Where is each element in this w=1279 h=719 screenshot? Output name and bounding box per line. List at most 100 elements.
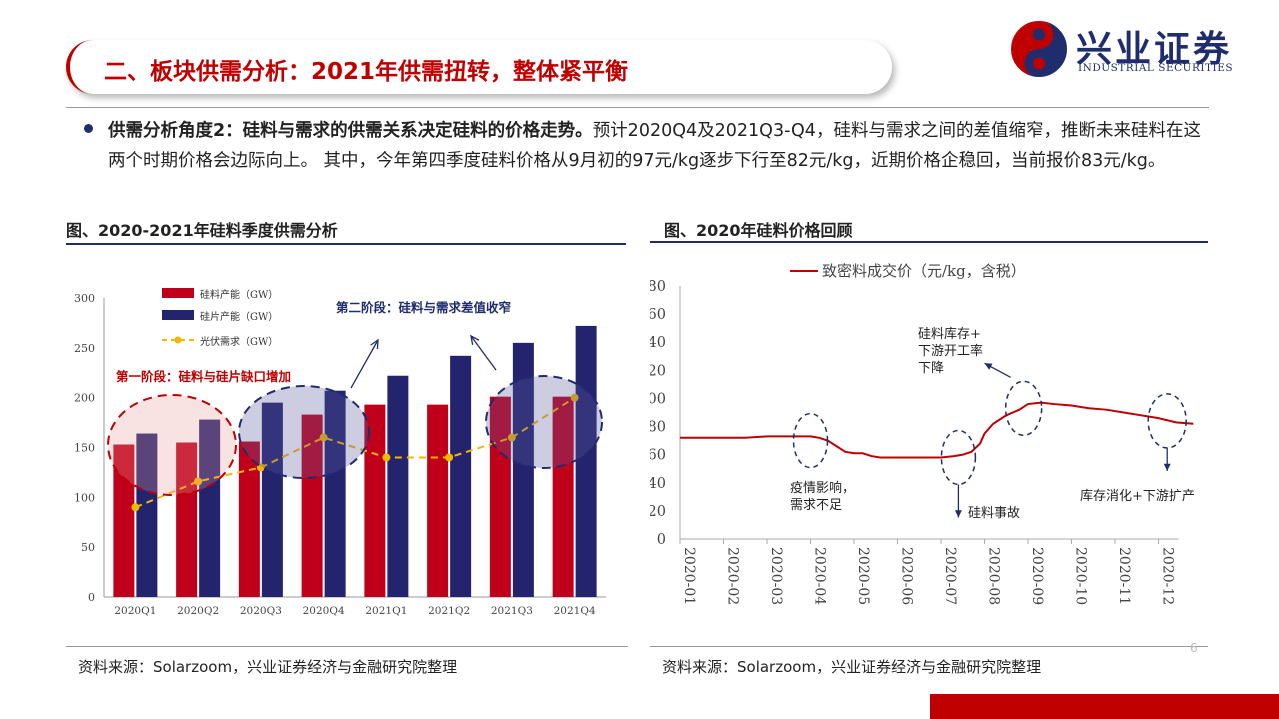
bar-polysilicon [113, 444, 135, 597]
y-tick-label: 100 [650, 391, 666, 407]
x-tick-label: 2020Q3 [240, 605, 282, 617]
y-tick-label: 160 [650, 307, 666, 323]
demand-point [507, 433, 516, 442]
bar-wafer [136, 433, 158, 597]
demand-point [570, 393, 579, 402]
bar-wafer [450, 355, 472, 597]
accident-highlight [940, 429, 977, 486]
x-tick-label: 2020Q1 [114, 605, 156, 617]
page-number: 6 [1190, 641, 1198, 655]
accident-arrow-head [954, 510, 962, 518]
footer-red-strip [930, 694, 1279, 719]
summary-body: 预计2020Q4及2021Q3-Q4，硅料与需求之间的差值缩窄，推断未来硅料在这… [108, 121, 1201, 171]
x-tick-label: 2021Q3 [491, 605, 533, 617]
price-chart: 0 20 40 60 80 100 120 140 160 180 2020-01 2020-02 20… [638, 250, 1215, 642]
inventory-highlight [1004, 380, 1043, 437]
y-tick-label: 20 [650, 504, 666, 520]
bar-polysilicon [364, 404, 386, 597]
stage-one-annotation: 第一阶段：硅料与硅片缺口增加 [116, 369, 291, 384]
accident-annotation: 硅料事故 [968, 506, 1020, 521]
summary-lead: 供需分析角度2：硅料与需求的供需关系决定硅料的价格走势。 [108, 121, 593, 141]
company-logo: 兴业证券 INDUSTRIAL SECURITIES [1008, 18, 1268, 80]
x-tick-label: 2021Q4 [554, 605, 596, 617]
x-tick-label: 2021Q1 [365, 605, 407, 617]
y-tick-label: 150 [74, 442, 95, 455]
right-title-underline [650, 241, 1208, 243]
supply-demand-svg: 0 50 100 150 200 250 300 2020Q1 2020Q2 2020Q3 2020… [74, 288, 606, 617]
right-source-divider [650, 646, 1208, 647]
bar-wafer [575, 325, 597, 597]
left-title-underline [66, 243, 626, 245]
y-tick-label: 50 [81, 541, 95, 554]
x-tick-label: 2020-10 [1073, 547, 1089, 605]
y-tick-label: 300 [74, 292, 95, 305]
x-tick-label: 2020Q4 [303, 605, 345, 617]
y-tick-label: 200 [74, 392, 95, 405]
inventory-annotation: 硅料库存+ [918, 326, 981, 342]
x-tick-label: 2021Q2 [428, 605, 470, 617]
x-tick-label: 2020-05 [855, 547, 871, 605]
x-tick-label: 2020-06 [899, 547, 915, 605]
right-chart-title: 图、2020年硅料价格回顾 [664, 221, 853, 240]
price-line [680, 401, 1194, 459]
legend-label: 光伏需求（GW） [200, 335, 278, 348]
x-tick-label: 2020-03 [768, 547, 784, 605]
inventory-arrow-head [984, 363, 993, 370]
bar-polysilicon [176, 442, 198, 597]
demand-line [134, 396, 576, 509]
x-tick-label: 2020-04 [812, 547, 828, 605]
title-bar: 二、板块供需分析：2021年供需扭转，整体紧平衡 [66, 40, 892, 94]
bar-wafer [387, 375, 409, 597]
x-tick-label: 2020Q2 [177, 605, 219, 617]
demand-point [382, 453, 391, 462]
y-tick-label: 0 [88, 591, 95, 604]
stage-two-annotation: 第二阶段：硅料与需求差值收窄 [336, 300, 511, 315]
covid-highlight [792, 412, 829, 469]
bar-wafer [199, 419, 221, 597]
legend-swatch-demand-dot [174, 336, 182, 344]
inventory-annotation: 下降 [918, 361, 944, 376]
y-tick-label: 0 [657, 532, 666, 548]
right-source: 资料来源：Solarzoom，兴业证券经济与金融研究院整理 [662, 658, 1042, 676]
x-tick-label: 2020-08 [986, 547, 1002, 605]
inventory-annotation: 下游开工率 [918, 343, 983, 359]
legend-label: 硅料产能（GW） [200, 288, 278, 301]
stage-two-highlight-b [485, 375, 603, 469]
y-tick-label: 140 [650, 335, 666, 351]
x-tick-label: 2020-09 [1029, 547, 1045, 605]
x-tick-label: 2020-01 [681, 547, 697, 605]
stage-two-arrow-left [350, 339, 379, 389]
logo-mark-icon [1009, 19, 1069, 79]
demand-point [319, 433, 328, 442]
x-tick-label: 2020-11 [1116, 547, 1132, 605]
covid-annotation: 需求不足 [790, 498, 842, 513]
page-title: 二、板块供需分析：2021年供需扭转，整体紧平衡 [104, 59, 629, 85]
covid-annotation: 疫情影响， [790, 480, 855, 496]
left-source-divider [66, 646, 628, 647]
x-tick-label: 2020-12 [1160, 547, 1176, 605]
y-tick-label: 80 [650, 420, 666, 436]
bar-polysilicon [427, 404, 449, 597]
stage-two-arrow-left-head [370, 338, 379, 350]
left-chart-title: 图、2020-2021年硅料季度供需分析 [66, 221, 338, 240]
logo-text-en: INDUSTRIAL SECURITIES [1078, 62, 1234, 74]
x-tick-label: 2020-07 [942, 547, 958, 605]
legend-swatch-wafer [162, 310, 194, 320]
stage-two-highlight-a [238, 385, 370, 479]
digestion-annotation: 库存消化+下游扩产 [1080, 488, 1195, 504]
demand-point [131, 503, 140, 512]
y-tick-label: 120 [650, 363, 666, 379]
y-tick-label: 250 [74, 342, 95, 355]
stage-two-arrow-right [470, 335, 497, 371]
y-tick-label: 40 [650, 476, 666, 492]
left-source: 资料来源：Solarzoom，兴业证券经济与金融研究院整理 [78, 658, 458, 676]
stage-two-arrow-right-head [470, 334, 480, 345]
bar-wafer [512, 342, 534, 597]
demand-point [445, 453, 454, 462]
x-tick-label: 2020-02 [725, 547, 741, 605]
bar-polysilicon [301, 414, 323, 597]
bar-polysilicon [552, 396, 574, 597]
header-divider [66, 107, 1209, 108]
digestion-arrow-head [1163, 463, 1171, 471]
y-tick-label: 180 [650, 279, 666, 295]
